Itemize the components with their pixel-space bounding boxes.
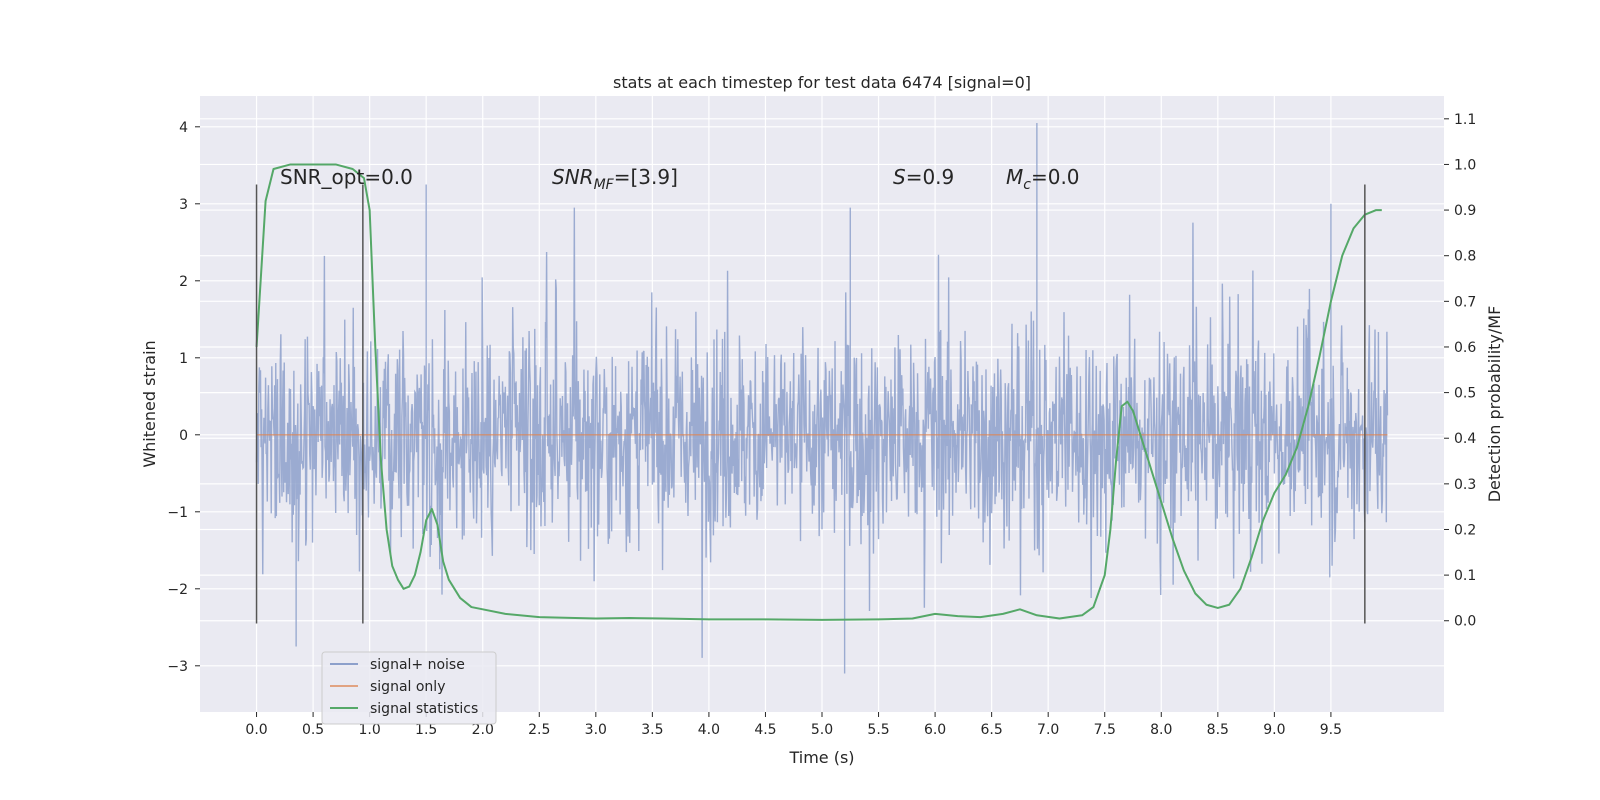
legend-label-signal-statistics: signal statistics — [370, 701, 478, 717]
y-tick-label: −2 — [167, 582, 188, 598]
annotation-snr-mf-main: SNR — [552, 165, 594, 189]
legend-box — [321, 651, 497, 725]
signal-noise-line — [255, 122, 1389, 674]
annotation-snr-mf: SNRMF=[3.9] — [552, 165, 678, 193]
annotation-s-main: S — [893, 165, 906, 189]
x-axis-label: Time (s) — [788, 748, 854, 767]
y2-tick-label: 0.5 — [1454, 386, 1476, 402]
vertical-markers — [255, 184, 1366, 624]
x-tick-label: 0.5 — [302, 722, 324, 738]
y2-tick-label: 0.7 — [1454, 294, 1476, 310]
y2-tick-label: 0.4 — [1454, 431, 1476, 447]
legend-label-signal-noise: signal+ noise — [370, 657, 465, 673]
x-tick-label: 1.0 — [359, 722, 381, 738]
x-tick-label: 9.5 — [1320, 722, 1342, 738]
y-tick-label: 4 — [179, 120, 188, 136]
y-axis-label: Whitened strain — [140, 340, 159, 467]
series-signal-statistics — [255, 163, 1382, 621]
series-signal-noise — [255, 122, 1389, 674]
x-tick-label: 4.5 — [754, 722, 776, 738]
y2-tick-label: 0.6 — [1454, 340, 1476, 356]
y2-tick-label: 0.8 — [1454, 249, 1476, 265]
y2-axis-label: Detection probability/MF — [1485, 306, 1504, 503]
x-tick-label: 2.5 — [528, 722, 550, 738]
x-tick-label: 6.0 — [924, 722, 946, 738]
y2-tick-label: 0.9 — [1454, 203, 1476, 219]
y2-tick-label: 0.1 — [1454, 568, 1476, 584]
y2-tick-label: 0.3 — [1454, 477, 1476, 493]
x-tick-label: 1.5 — [415, 722, 437, 738]
x-tick-label: 9.0 — [1263, 722, 1285, 738]
x-tick-label: 6.5 — [981, 722, 1003, 738]
annotation-snr-opt: SNR_opt=0.0 — [280, 165, 413, 189]
x-tick-label: 5.0 — [811, 722, 833, 738]
y-tick-label: 3 — [179, 197, 188, 213]
y2-axis-ticks: 1.1 1.0 0.9 0.8 0.7 0.6 0.5 0.4 0.3 0.2 0.1 0.0 — [1444, 112, 1476, 630]
annotation-mc-main: M — [1006, 165, 1023, 189]
y2-tick-label: 1.0 — [1454, 157, 1476, 173]
y2-tick-label: 1.1 — [1454, 112, 1476, 128]
y-tick-label: −3 — [167, 659, 188, 675]
x-tick-label: 2.0 — [472, 722, 494, 738]
x-tick-label: 8.5 — [1207, 722, 1229, 738]
x-tick-label: 7.5 — [1094, 722, 1116, 738]
x-tick-label: 8.0 — [1150, 722, 1172, 738]
x-tick-label: 0.0 — [245, 722, 267, 738]
y2-tick-label: 0.0 — [1454, 614, 1476, 630]
y-tick-label: −1 — [167, 505, 188, 521]
legend: signal+ noise signal only signal statist… — [321, 651, 497, 725]
x-axis-ticks: 0.0 0.5 1.0 1.5 2.0 2.5 3.0 3.5 4.0 4.5 5.0 5.5 6.0 6… — [245, 712, 1342, 738]
x-tick-label: 3.5 — [641, 722, 663, 738]
chart-title: stats at each timestep for test data 647… — [613, 73, 1031, 92]
x-tick-label: 3.0 — [585, 722, 607, 738]
y-tick-label: 2 — [179, 274, 188, 290]
annotation-s-rest: =0.9 — [906, 165, 955, 189]
y-tick-label: 1 — [179, 351, 188, 367]
annotation-mc-sub: c — [1023, 177, 1031, 193]
y-tick-label: 0 — [179, 428, 188, 444]
x-tick-label: 7.0 — [1037, 722, 1059, 738]
annotation-snr-mf-sub: MF — [594, 177, 615, 193]
annotation-mc-rest: =0.0 — [1031, 165, 1080, 189]
y2-tick-label: 0.2 — [1454, 522, 1476, 538]
x-tick-label: 5.5 — [867, 722, 889, 738]
annotation-mc: Mc=0.0 — [1006, 165, 1080, 193]
y-axis-ticks: 4 3 2 1 0 −1 −2 −3 — [167, 120, 200, 675]
signal-statistics-line — [255, 163, 1382, 621]
annotation-snr-mf-rest: =[3.9] — [614, 165, 678, 189]
x-tick-label: 4.0 — [698, 722, 720, 738]
legend-label-signal-only: signal only — [370, 679, 445, 695]
annotation-s: S=0.9 — [893, 165, 954, 189]
